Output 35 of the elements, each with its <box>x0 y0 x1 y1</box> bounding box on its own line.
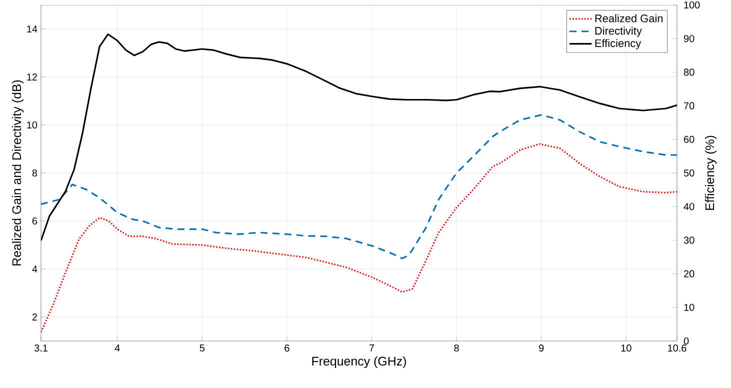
y-tick-label: 2 <box>32 314 37 320</box>
x-tick-label: 10.6 <box>668 344 686 352</box>
legend-label: Directivity <box>595 26 642 37</box>
y-tick-label: 4 <box>32 266 38 272</box>
y-tick-label: 14 <box>27 26 38 32</box>
y2-tick-label: 30 <box>684 236 694 244</box>
x-tick-label: 6 <box>284 344 290 352</box>
y2-tick-label: 40 <box>684 203 694 210</box>
y2-tick-label: 20 <box>684 270 694 278</box>
y2-tick-label: 60 <box>684 136 694 143</box>
y-tick-label: 8 <box>32 169 38 177</box>
x-tick-label: 7 <box>369 344 374 352</box>
line-series <box>41 143 677 333</box>
y2-tick-label: 80 <box>684 68 694 76</box>
y2-axis-title: Efficiency (%) <box>704 136 717 210</box>
x-axis-title: Frequency (GHz) <box>312 356 406 368</box>
x-tick-label: 5 <box>200 344 204 352</box>
y2-tick-label: 50 <box>684 169 694 177</box>
line-series <box>41 114 677 260</box>
x-tick-label: 4 <box>114 344 120 352</box>
y-tick-label: 12 <box>27 74 37 80</box>
legend-label: Efficiency <box>595 39 642 50</box>
x-tick-label: 10 <box>621 344 632 352</box>
x-tick-label: 9 <box>539 344 544 352</box>
y2-tick-label: 10 <box>684 304 694 311</box>
y2-tick-label: 0 <box>684 337 689 345</box>
x-tick-label: 3.1 <box>34 344 48 352</box>
legend-label: Realized Gain <box>595 14 663 22</box>
x-tick-label: 8 <box>454 344 459 352</box>
y2-tick-label: 70 <box>684 102 694 110</box>
y2-tick-label: 90 <box>684 35 694 42</box>
y-tick-label: 10 <box>27 121 38 129</box>
y2-tick-label: 100 <box>684 1 700 9</box>
y-tick-label: 6 <box>32 217 38 225</box>
y-axis-title: Realized Gain and Directivity (dB) <box>12 80 24 266</box>
